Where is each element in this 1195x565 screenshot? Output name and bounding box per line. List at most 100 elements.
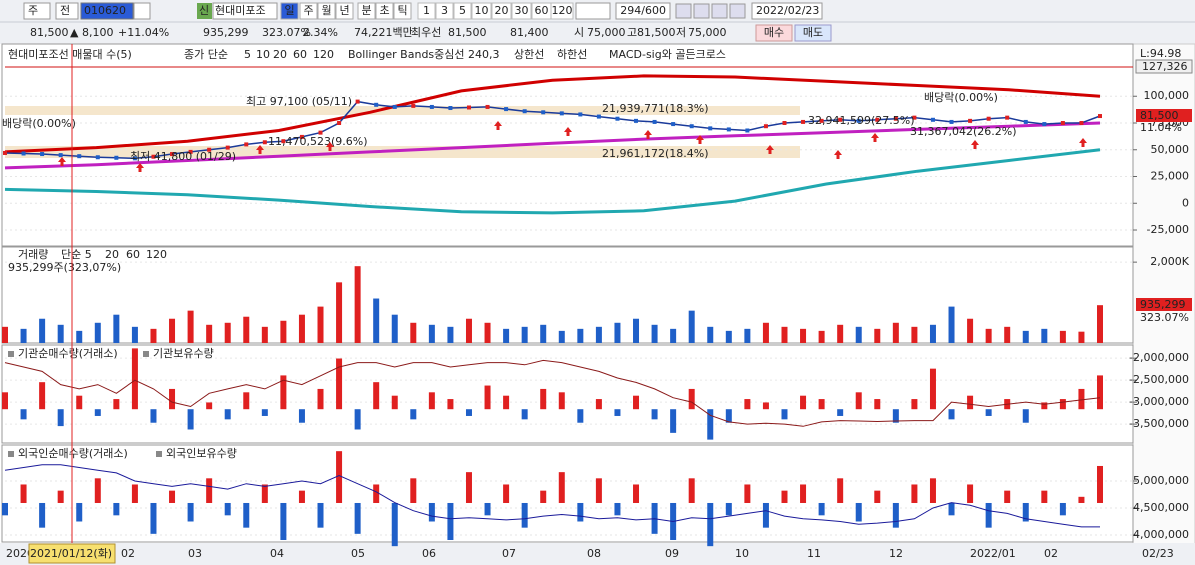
candle	[504, 107, 509, 112]
button[interactable]	[55, 2, 79, 20]
bar	[391, 314, 398, 343]
interval-label[interactable]: 120	[552, 4, 573, 17]
bar	[521, 326, 528, 343]
buy-button[interactable]	[755, 24, 793, 42]
interval-label[interactable]: 3	[441, 4, 448, 17]
period-label[interactable]: 분	[361, 4, 371, 17]
name-box	[212, 2, 278, 20]
sell-button[interactable]	[794, 24, 832, 42]
date[interactable]: 2022/02/23	[756, 4, 819, 17]
period-button[interactable]	[357, 2, 376, 20]
period-label[interactable]: 주	[303, 4, 313, 17]
bar	[558, 392, 565, 410]
bar	[373, 484, 380, 503]
candle	[1042, 122, 1047, 127]
bar	[39, 502, 46, 528]
dropdown[interactable]	[23, 2, 51, 20]
tools-icon[interactable]	[693, 3, 710, 19]
save-icon[interactable]	[711, 3, 728, 19]
bar	[76, 395, 83, 410]
bar	[150, 328, 157, 343]
period-label[interactable]: 일	[284, 3, 294, 17]
y-tick-label: 2,000K	[1150, 255, 1189, 268]
quote-amount: 74,221백만	[354, 26, 413, 39]
interval-button[interactable]	[435, 2, 454, 20]
bar	[261, 326, 268, 343]
x-tick-label: 06	[422, 547, 436, 560]
interval-button[interactable]	[550, 2, 574, 20]
interval-button[interactable]	[491, 2, 512, 20]
candle	[671, 122, 676, 127]
interval-button[interactable]	[453, 2, 472, 20]
code-input[interactable]	[80, 2, 134, 20]
panel-title: 거래량	[18, 248, 48, 261]
legend-ma-period: 60	[293, 48, 307, 61]
period-button[interactable]	[335, 2, 354, 20]
panel-title: 외국인순매수량(거래소)	[18, 447, 128, 460]
bar	[336, 358, 343, 410]
bar	[447, 326, 454, 343]
price-line	[4, 100, 1101, 160]
candle	[132, 156, 137, 161]
settings-icon[interactable]	[729, 3, 746, 19]
search-button[interactable]	[133, 2, 151, 20]
bar	[967, 318, 974, 343]
bar	[837, 324, 844, 343]
sell-label[interactable]: 매도	[803, 26, 823, 39]
code-input-text[interactable]: 010620	[84, 4, 126, 17]
candle	[745, 128, 750, 133]
period-label[interactable]: 월	[321, 4, 331, 17]
bar	[447, 399, 454, 410]
period-label[interactable]: 년	[339, 4, 349, 17]
date-box[interactable]	[751, 2, 823, 20]
bar	[1097, 375, 1103, 410]
period-button[interactable]	[299, 2, 318, 20]
interval-label[interactable]: 60	[535, 4, 549, 17]
candle	[374, 102, 379, 107]
annotation: 배당락(0.00%)	[2, 117, 76, 130]
period-button[interactable]	[393, 2, 412, 20]
bar	[298, 314, 305, 343]
x-tick-label: 02	[121, 547, 135, 560]
zoom-icon[interactable]	[675, 3, 692, 19]
bar	[20, 484, 27, 503]
buy-label[interactable]: 매수	[764, 26, 784, 39]
bar	[317, 502, 324, 528]
period-label[interactable]: 틱	[397, 4, 407, 17]
interval-label[interactable]: 30	[515, 4, 529, 17]
interval-label[interactable]: 1	[423, 4, 430, 17]
candle	[912, 115, 917, 120]
signal-arrow	[871, 133, 879, 142]
period-label[interactable]: 초	[379, 4, 389, 17]
period-button[interactable]	[317, 2, 336, 20]
bar	[967, 484, 974, 503]
market-select[interactable]: 주	[28, 4, 38, 17]
interval-label[interactable]: 5	[459, 4, 466, 17]
bar	[1004, 490, 1011, 503]
bar	[410, 478, 417, 503]
interval-label[interactable]: 20	[495, 4, 509, 17]
bar	[1097, 465, 1103, 503]
legend-ma-period: 120	[313, 48, 334, 61]
volume-rate-label: 323.07%	[1140, 311, 1189, 324]
annotation: 32,941,599(27.5%)	[808, 114, 915, 127]
bar	[670, 328, 677, 343]
period-button[interactable]	[280, 2, 299, 20]
quote-low-label: 저	[676, 26, 686, 39]
dropdown[interactable]	[575, 2, 611, 20]
bar	[243, 316, 250, 343]
interval-button[interactable]	[511, 2, 532, 20]
interval-button[interactable]	[471, 2, 492, 20]
prev-button[interactable]: 전	[60, 4, 70, 17]
interval-button[interactable]	[417, 2, 436, 20]
x-tick-label: 03	[188, 547, 202, 560]
bar	[113, 502, 120, 516]
candle	[541, 110, 546, 115]
period-button[interactable]	[375, 2, 394, 20]
panel-line-title: 기관보유수량	[153, 347, 214, 360]
candle	[968, 118, 973, 123]
annotation: 배당락(0.00%)	[924, 91, 998, 104]
interval-label[interactable]: 10	[475, 4, 489, 17]
bar	[744, 328, 751, 343]
bar	[855, 502, 862, 522]
